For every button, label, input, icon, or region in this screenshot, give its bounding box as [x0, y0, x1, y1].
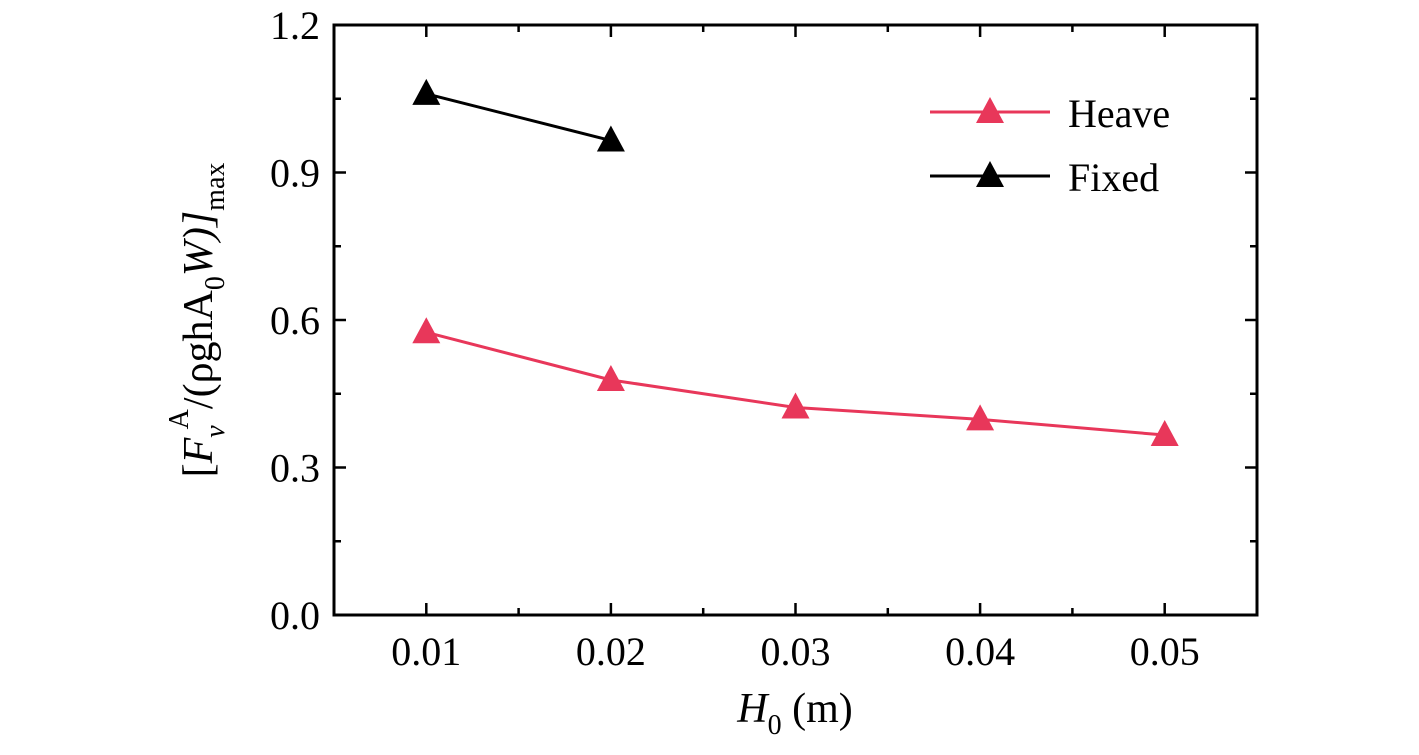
axis-ticks — [334, 23, 1257, 617]
series-layer — [412, 78, 1179, 447]
legend-marker-heave — [976, 97, 1004, 123]
series-line-heave — [425, 330, 1165, 437]
series-line-fixed — [425, 92, 612, 142]
legend-label-fixed: Fixed — [1068, 155, 1159, 200]
x-tick-label: 0.04 — [945, 629, 1015, 674]
legend: Heave Fixed — [930, 91, 1170, 200]
data-point-fixed — [412, 78, 441, 105]
data-point-heave — [781, 392, 810, 419]
y-tick-label: 0.6 — [270, 298, 320, 343]
legend-item-fixed: Fixed — [930, 155, 1159, 200]
y-tick-label: 0.9 — [270, 151, 320, 196]
data-point-heave — [966, 404, 995, 431]
x-axis-label: H0 (m) — [736, 686, 853, 741]
data-point-heave — [412, 317, 441, 344]
x-tick-label: 0.03 — [761, 629, 831, 674]
y-tick-label: 0.0 — [270, 593, 320, 638]
data-point-fixed — [596, 125, 625, 152]
y-tick-label: 1.2 — [270, 3, 320, 48]
data-point-heave — [596, 364, 625, 391]
y-axis-label: [FvA/(ρghA0W)]max — [164, 163, 231, 478]
x-tick-labels: 0.01 0.02 0.03 0.04 0.05 — [391, 629, 1199, 674]
x-tick-label: 0.05 — [1130, 629, 1200, 674]
y-tick-labels: 0.0 0.3 0.6 0.9 1.2 — [270, 3, 320, 638]
data-point-heave — [1150, 420, 1179, 447]
x-tick-label: 0.02 — [576, 629, 646, 674]
legend-marker-fixed — [976, 161, 1004, 187]
legend-item-heave: Heave — [930, 91, 1170, 136]
x-tick-label: 0.01 — [391, 629, 461, 674]
y-tick-label: 0.3 — [270, 446, 320, 491]
legend-label-heave: Heave — [1068, 91, 1170, 136]
